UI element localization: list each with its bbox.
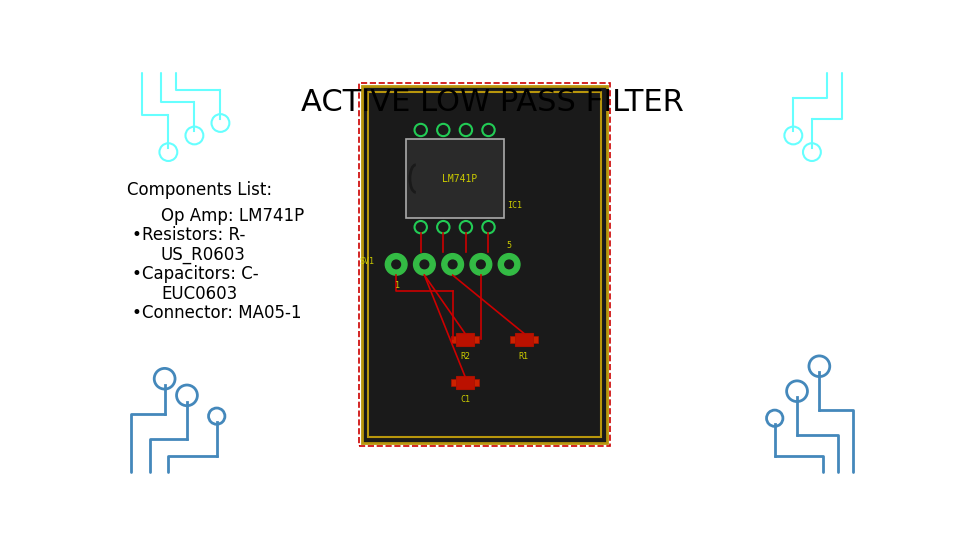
Text: Resistors: R-: Resistors: R- [142, 226, 246, 244]
Bar [451, 379, 456, 386]
Text: LM741P: LM741P [443, 173, 478, 184]
Circle shape [505, 260, 514, 269]
Text: Connector: MA05-1: Connector: MA05-1 [142, 304, 301, 322]
Text: •: • [132, 226, 141, 244]
Bar [362, 85, 608, 443]
Bar [510, 336, 515, 343]
Bar [406, 139, 504, 218]
Bar [533, 336, 538, 343]
Text: 5: 5 [507, 241, 512, 250]
Text: C1: C1 [460, 395, 469, 404]
Bar [451, 336, 456, 343]
Text: Op Amp: LM741P: Op Amp: LM741P [161, 207, 304, 225]
Text: SV1: SV1 [359, 257, 374, 266]
Circle shape [420, 260, 429, 269]
Text: 1: 1 [396, 281, 400, 291]
Bar [359, 83, 611, 446]
Circle shape [470, 254, 492, 275]
Bar [456, 333, 474, 346]
Bar [515, 333, 533, 346]
Circle shape [385, 254, 407, 275]
Bar [456, 376, 474, 389]
Bar [474, 336, 479, 343]
Circle shape [392, 260, 400, 269]
Text: Components List:: Components List: [128, 181, 273, 199]
Circle shape [476, 260, 485, 269]
Bar [368, 92, 601, 437]
Bar [474, 379, 479, 386]
Text: Capacitors: C-: Capacitors: C- [142, 265, 259, 283]
Circle shape [498, 254, 520, 275]
Text: •: • [132, 265, 141, 283]
Text: R1: R1 [518, 352, 529, 361]
Text: EUC0603: EUC0603 [161, 285, 237, 302]
Text: US_R0603: US_R0603 [161, 246, 246, 264]
Text: ACTIVE LOW PASS FILTER: ACTIVE LOW PASS FILTER [300, 87, 684, 117]
Circle shape [442, 254, 464, 275]
Text: R2: R2 [460, 352, 469, 361]
Text: •: • [132, 304, 141, 322]
Circle shape [448, 260, 457, 269]
Text: IC1: IC1 [507, 201, 522, 210]
Circle shape [414, 254, 435, 275]
